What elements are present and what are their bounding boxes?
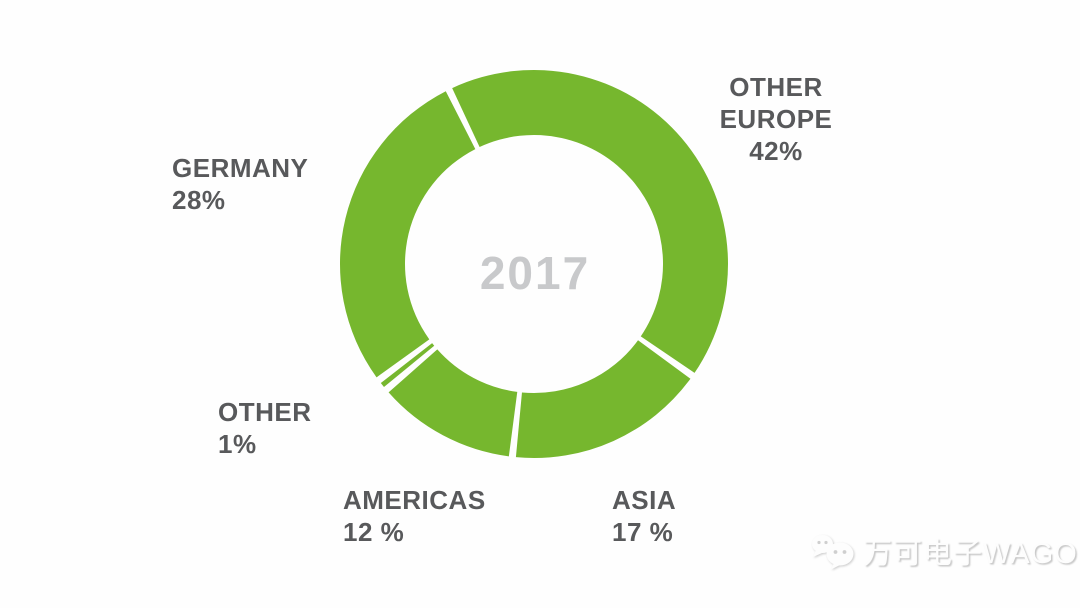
- donut-segment-other: [380, 343, 435, 388]
- donut-segment-americas: [388, 349, 518, 457]
- segment-percent: 42%: [749, 136, 803, 166]
- label-asia: ASIA 17 %: [612, 484, 676, 548]
- label-other-europe: OTHER EUROPE 42%: [700, 71, 852, 167]
- segment-name: OTHER: [218, 397, 312, 427]
- segment-percent: 1%: [218, 429, 257, 459]
- label-other: OTHER 1%: [218, 396, 312, 460]
- label-germany: GERMANY 28%: [172, 152, 308, 216]
- watermark-text: 万可电子WAGO: [863, 538, 1078, 570]
- donut-segment-other-europe: [452, 69, 729, 373]
- segment-name: AMERICAS: [343, 485, 486, 515]
- segment-percent: 17 %: [612, 517, 674, 547]
- segment-name: OTHER EUROPE: [719, 72, 833, 134]
- chart-center-year: 2017: [479, 247, 591, 299]
- watermark: 万可电子WAGO: [810, 530, 1078, 572]
- segment-name: GERMANY: [172, 153, 309, 183]
- segment-name: ASIA: [612, 485, 677, 515]
- label-americas: AMERICAS 12 %: [343, 484, 486, 548]
- segment-percent: 28%: [172, 185, 226, 215]
- donut-segment-germany: [339, 91, 476, 378]
- wechat-icon: [812, 535, 854, 570]
- donut-segment-asia: [515, 340, 691, 458]
- segment-percent: 12 %: [343, 517, 405, 547]
